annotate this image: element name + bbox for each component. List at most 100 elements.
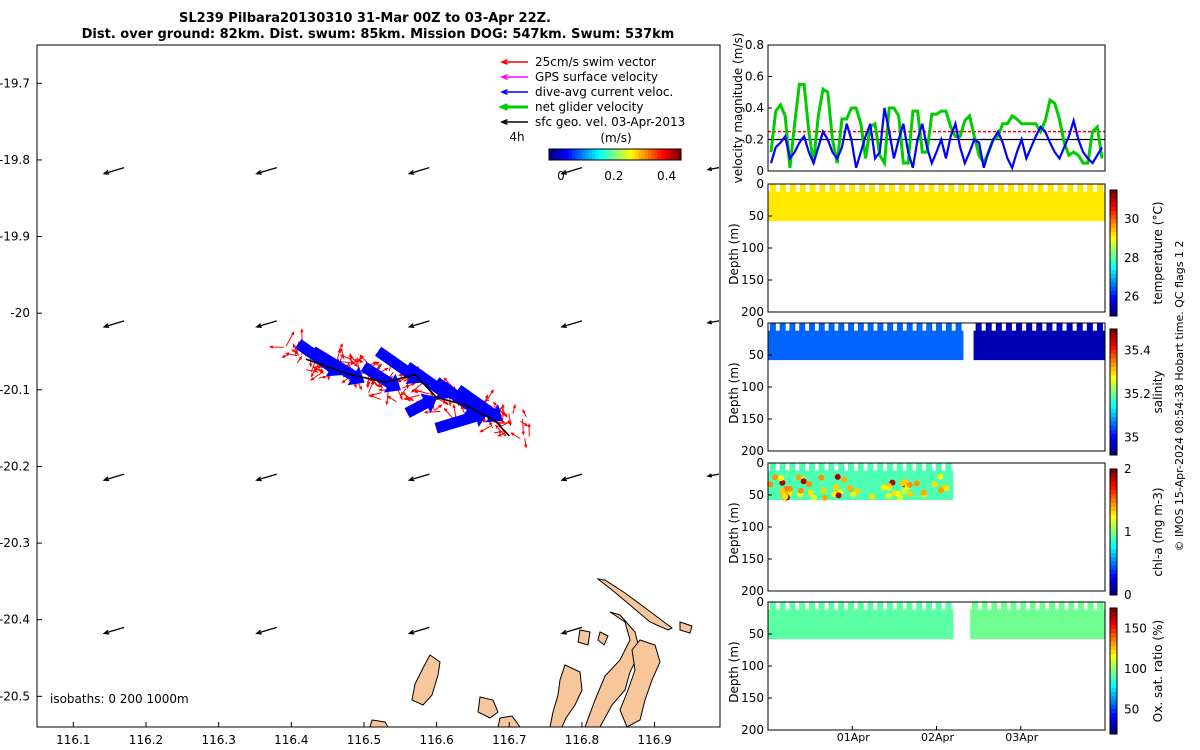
depth-colorbar-tick-label: 35 xyxy=(1124,431,1139,445)
profile-column xyxy=(896,323,903,332)
profile-column xyxy=(906,323,913,332)
depth-y-tick-label: 200 xyxy=(741,444,764,458)
map-y-tick-label: -19.8 xyxy=(0,153,30,167)
colorbar-segment xyxy=(572,149,576,160)
swim-vector xyxy=(354,359,364,363)
colorbar-segment xyxy=(591,149,596,160)
depth-colorbar-segment xyxy=(1110,586,1117,592)
swim-vector xyxy=(318,375,328,379)
profile-column xyxy=(1097,184,1104,193)
sfc-velocity-arrow xyxy=(102,473,125,482)
legend-swatch xyxy=(500,118,528,126)
colorbar-tick-label: 0.2 xyxy=(604,169,623,183)
swim-vector xyxy=(520,420,529,427)
profile-column xyxy=(867,602,874,611)
profile-column xyxy=(1039,602,1046,611)
swim-vector xyxy=(338,343,344,351)
depth-colorbar-segment xyxy=(1110,645,1117,651)
colorbar-segment xyxy=(578,149,583,160)
chl-sample-point xyxy=(834,473,841,480)
swim-vector xyxy=(413,390,423,394)
profile-column xyxy=(1087,184,1094,193)
profile-column xyxy=(975,323,982,332)
swim-vector xyxy=(508,413,512,427)
colorbar-frame xyxy=(548,148,682,161)
depth-colorbar-segment xyxy=(1110,383,1117,389)
swim-vector xyxy=(434,404,443,411)
depth-y-tick-label: 200 xyxy=(741,305,764,319)
depth-colorbar-segment xyxy=(1110,590,1117,596)
depth-colorbar-segment xyxy=(1110,704,1117,710)
chl-sample-point xyxy=(821,494,828,501)
speed-colorbar: 0 0.2 0.4 xyxy=(548,148,682,183)
depth-colorbar-segment xyxy=(1110,662,1117,668)
profile-column xyxy=(877,323,884,332)
profile-column xyxy=(935,602,942,611)
depth-colorbar-segment xyxy=(1110,244,1117,250)
swim-vector xyxy=(305,369,318,373)
depth-y-tick-label: 150 xyxy=(741,273,764,287)
depth-colorbar-segment xyxy=(1110,612,1117,617)
depth-y-tick-label: 50 xyxy=(749,209,764,223)
depth-colorbar-segment xyxy=(1110,671,1117,676)
depth-colorbar-segment xyxy=(1110,194,1117,199)
profile-column xyxy=(1017,184,1024,193)
chl-sample-point xyxy=(767,481,774,488)
swim-vector xyxy=(401,392,415,402)
swim-vector xyxy=(497,432,505,437)
depth-y-tick-label: 150 xyxy=(741,412,764,426)
sfc-velocity-arrow xyxy=(255,473,277,482)
depth-colorbar-segment xyxy=(1110,523,1117,529)
profile-column xyxy=(1046,323,1053,332)
profile-column xyxy=(808,323,815,332)
profile-column xyxy=(779,323,786,332)
profile-column xyxy=(769,323,776,332)
island xyxy=(619,639,661,728)
profile-column xyxy=(1026,323,1033,332)
chl-sample-point xyxy=(854,487,861,494)
depth-colorbar-segment xyxy=(1110,206,1117,212)
sfc-velocity-arrow xyxy=(560,166,583,175)
depth-colorbar-segment xyxy=(1110,582,1117,588)
profile-column xyxy=(867,323,874,332)
profile-column xyxy=(898,184,905,193)
depth-colorbar-segment xyxy=(1110,253,1117,258)
depth-colorbar-segment xyxy=(1110,620,1117,626)
depth-colorbar-segment xyxy=(1110,227,1117,233)
sfc-velocity-arrow xyxy=(560,626,583,635)
map-y-tick-label: -20 xyxy=(10,306,30,320)
depth-colorbar-segment xyxy=(1110,565,1117,571)
profile-column xyxy=(1010,602,1017,611)
depth-colorbar-segment xyxy=(1110,345,1117,351)
depth-colorbar-segment xyxy=(1110,450,1117,456)
depth-colorbar-segment xyxy=(1110,278,1117,283)
colorbar-unit: (m/s) xyxy=(600,131,631,145)
depth-colorbar-segment xyxy=(1110,232,1117,237)
profile-column xyxy=(991,602,998,611)
depth-colorbar-frame xyxy=(1109,328,1118,456)
depth-colorbar-segment xyxy=(1110,371,1117,376)
profile-column xyxy=(955,323,962,332)
profile-column xyxy=(997,184,1004,193)
colorbar-segment xyxy=(661,149,665,160)
chl-sample-point xyxy=(913,480,920,487)
depth-y-tick-label: 150 xyxy=(741,552,764,566)
colorbar-segment xyxy=(565,149,570,160)
colorbar-segment xyxy=(588,149,593,160)
profile-column xyxy=(925,602,932,611)
isobaths-label: isobaths: 0 200 1000m xyxy=(50,692,189,706)
profile-column xyxy=(799,323,806,332)
swim-vector xyxy=(367,376,371,387)
chl-sample-point xyxy=(846,484,853,491)
depth-colorbar-label: Ox. sat. ratio (%) xyxy=(1151,620,1165,722)
depth-colorbar-tick-label: 0 xyxy=(1124,588,1132,602)
colorbar-segment xyxy=(621,149,626,160)
map-x-tick-label: 116.3 xyxy=(201,733,235,747)
map-y-tick-label: -19.9 xyxy=(0,230,30,244)
colorbar-segment xyxy=(634,149,639,160)
glider-track xyxy=(305,358,510,437)
profile-column xyxy=(1020,602,1027,611)
profile-column xyxy=(1087,602,1094,611)
depth-y-tick-label: 100 xyxy=(741,380,764,394)
